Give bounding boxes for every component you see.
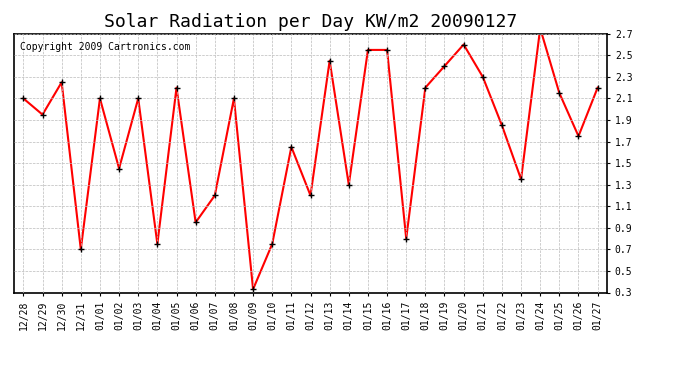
Text: Copyright 2009 Cartronics.com: Copyright 2009 Cartronics.com	[20, 42, 190, 51]
Title: Solar Radiation per Day KW/m2 20090127: Solar Radiation per Day KW/m2 20090127	[104, 13, 517, 31]
